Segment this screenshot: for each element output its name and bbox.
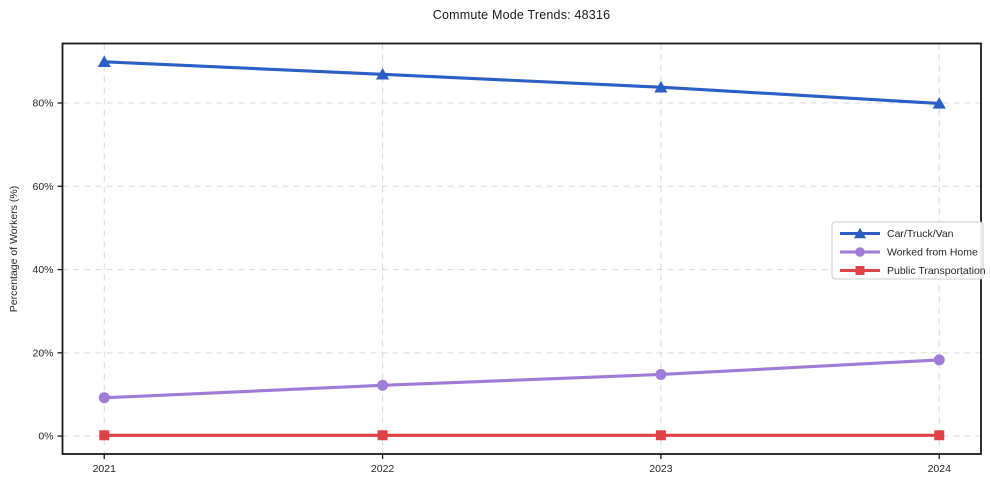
marker-triangle <box>932 97 946 109</box>
marker-triangle <box>854 227 866 239</box>
marker-square <box>99 430 110 441</box>
x-tick-label: 2023 <box>649 463 673 475</box>
legend-label-worked-from-home: Worked from Home <box>887 247 978 259</box>
x-tick-label: 2022 <box>371 463 395 475</box>
y-tick-label: 60% <box>32 181 53 193</box>
marker-circle <box>377 379 389 391</box>
y-tick-label: 0% <box>38 431 53 443</box>
marker-triangle <box>97 55 111 68</box>
marker-circle <box>933 354 945 366</box>
marker-triangle <box>375 67 390 80</box>
legend-label-car-truck-van: Car/Truck/Van <box>887 228 954 240</box>
marker-square <box>934 430 945 441</box>
marker-square <box>855 266 865 275</box>
marker-triangle <box>654 80 668 93</box>
legend-box <box>831 221 984 280</box>
marker-square <box>655 430 666 441</box>
marker-circle <box>855 247 865 257</box>
marker-circle <box>655 368 667 380</box>
x-tick-label: 2024 <box>928 463 952 475</box>
y-tick-label: 20% <box>32 347 53 359</box>
y-tick-label: 80% <box>32 98 53 110</box>
series-line-worked-from-home <box>102 358 941 400</box>
series-line-car-truck-van <box>102 60 941 106</box>
x-tick-label: 2021 <box>93 463 117 475</box>
marker-square <box>377 430 388 441</box>
legend-label-public-transportation: Public Transportation <box>887 265 986 277</box>
y-tick-label: 40% <box>32 264 53 276</box>
marker-circle <box>98 392 110 404</box>
chart-title: Commute Mode Trends: 48316 <box>432 8 611 22</box>
